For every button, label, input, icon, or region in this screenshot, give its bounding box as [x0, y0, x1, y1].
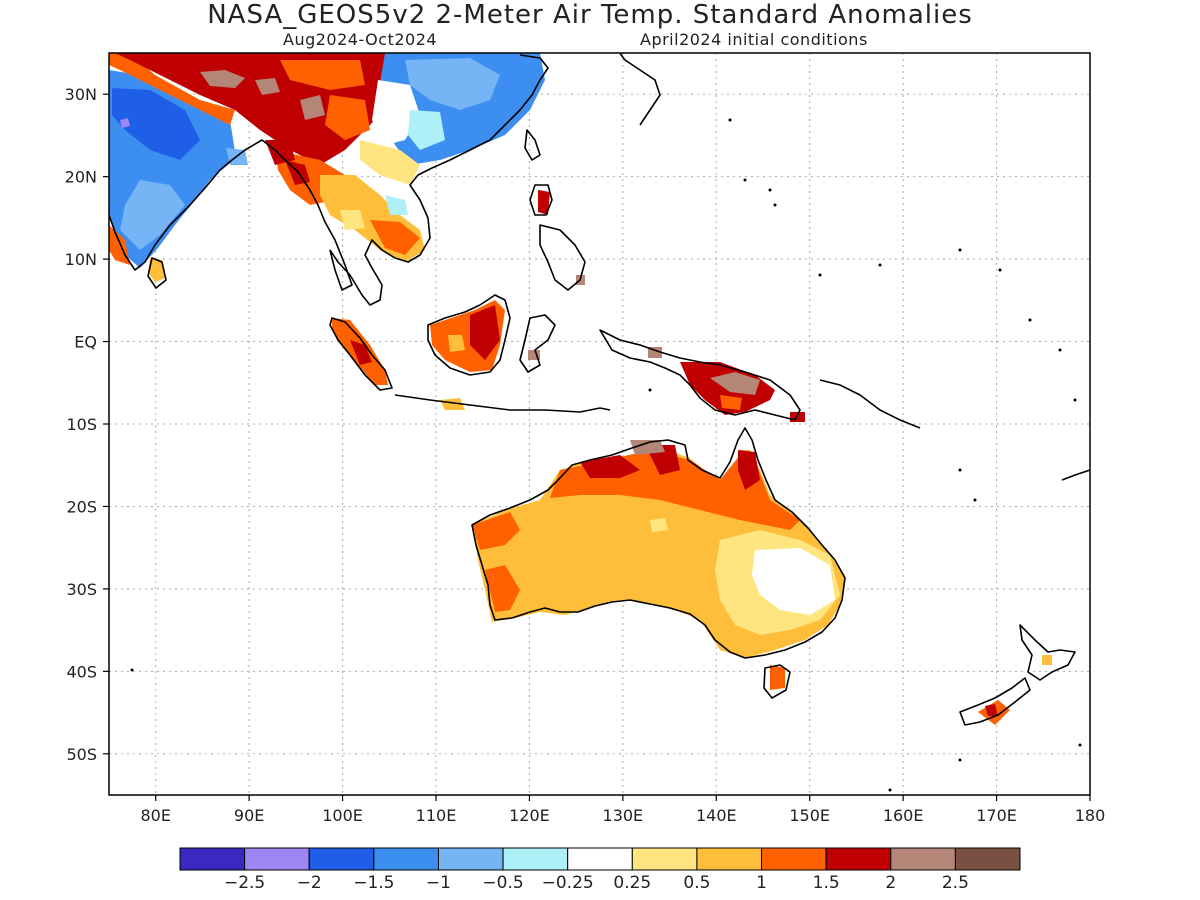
colorbar-label: −2.5	[224, 873, 265, 893]
colorbar-label: −0.25	[542, 873, 594, 893]
colorbar-swatch	[179, 847, 246, 871]
colorbar-swatch	[696, 847, 763, 871]
colorbar-swatch	[244, 847, 310, 871]
colorbar-label: 0.5	[683, 873, 710, 893]
coastlines	[109, 53, 1090, 726]
initial-conditions: April2024 initial conditions	[640, 30, 868, 49]
colorbar-label: 0.25	[613, 873, 651, 893]
lon-tick-label: 160E	[883, 806, 924, 825]
lon-tick-label: 140E	[696, 806, 737, 825]
lon-tick-label: 180	[1075, 806, 1106, 825]
australia-continent-shape	[472, 440, 845, 690]
colorbar-label: −0.5	[482, 873, 523, 893]
colorbar-swatch	[890, 847, 956, 871]
colorbar-swatch	[373, 847, 439, 871]
colorbar-label: 2	[885, 873, 896, 893]
map-title: NASA_GEOS5v2 2-Meter Air Temp. Standard …	[207, 0, 973, 30]
colorbar	[179, 847, 1021, 871]
new-zealand-islands-shape	[978, 655, 1052, 725]
lat-tick-label: 50S	[66, 745, 97, 764]
plot-frame	[108, 52, 1091, 796]
colorbar-label: −2	[297, 873, 322, 893]
lon-tick-label: 90E	[234, 806, 264, 825]
lon-tick-label: 80E	[140, 806, 170, 825]
lat-tick-label: 20S	[66, 497, 97, 516]
lon-tick-label: 110E	[416, 806, 457, 825]
indochina-landmass-shape	[115, 53, 545, 262]
colorbar-swatch	[502, 847, 569, 871]
colorbar-label: 1.5	[813, 873, 840, 893]
lon-tick-label: 130E	[603, 806, 644, 825]
forecast-period: Aug2024-Oct2024	[283, 30, 438, 49]
anomaly-fields	[109, 53, 1090, 792]
lat-tick-label: EQ	[74, 333, 97, 352]
colorbar-swatch	[825, 847, 892, 871]
lat-tick-label: 30N	[65, 85, 97, 104]
latitude-labels: 30N 20N 10N EQ 10S 20S 30S 40S 50S	[65, 85, 109, 764]
longitude-labels: 80E 90E 100E 110E 120E 130E 140E 150E 160E 170E 18…	[140, 795, 1105, 825]
lat-tick-label: 10N	[65, 250, 97, 269]
borneo-island-shape	[430, 190, 585, 372]
lon-tick-label: 170E	[976, 806, 1017, 825]
small-islands	[130, 118, 1082, 792]
colorbar-swatch	[437, 847, 504, 871]
new-guinea-island-shape	[648, 347, 805, 422]
colorbar-label: −1	[426, 873, 451, 893]
grid-lines	[109, 53, 1090, 795]
lat-tick-label: 10S	[66, 415, 97, 434]
india-landmass-shape	[109, 53, 236, 282]
colorbar-swatch	[631, 847, 698, 871]
colorbar-label: −1.5	[353, 873, 394, 893]
lon-tick-label: 100E	[322, 806, 363, 825]
lon-tick-label: 150E	[789, 806, 830, 825]
lat-tick-label: 20N	[65, 168, 97, 187]
colorbar-label: 1	[756, 873, 767, 893]
lon-tick-label: 120E	[509, 806, 550, 825]
colorbar-swatch	[308, 847, 375, 871]
colorbar-swatch	[567, 847, 633, 871]
colorbar-label: 2.5	[942, 873, 969, 893]
colorbar-swatch	[761, 847, 827, 871]
lat-tick-label: 30S	[66, 580, 97, 599]
colorbar-labels: −2.5 −2 −1.5 −1 −0.5 −0.25 0.25 0.5 1 1.5 2 2.5	[224, 873, 969, 893]
sumatra-island-shape	[332, 318, 465, 410]
lat-tick-label: 40S	[66, 662, 97, 681]
colorbar-swatch	[954, 847, 1021, 871]
